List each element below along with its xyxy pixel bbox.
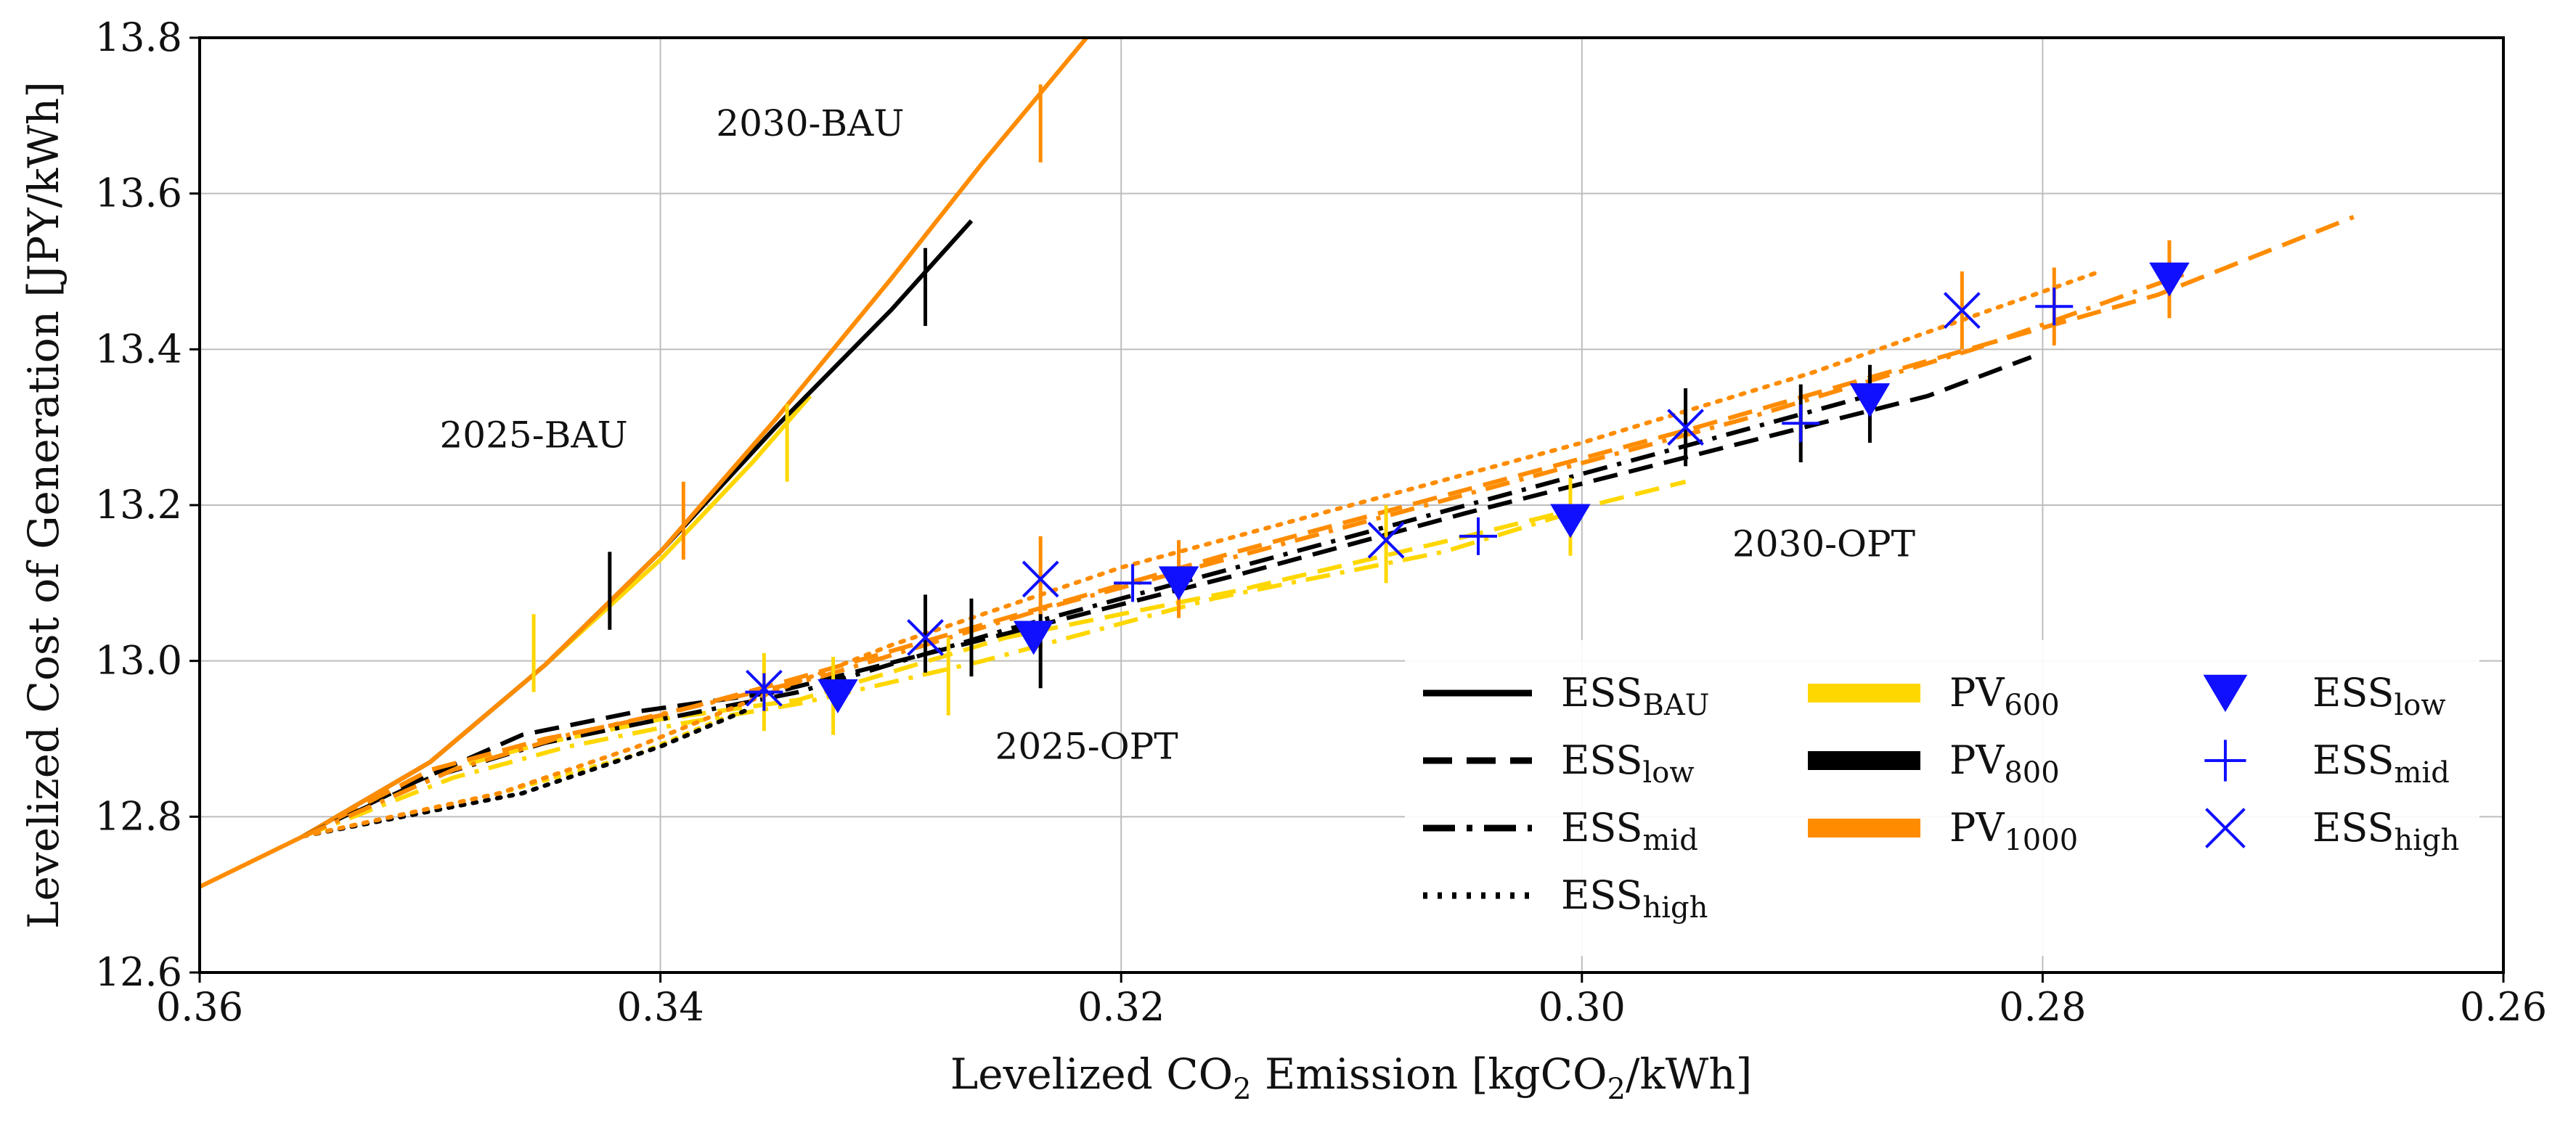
x-tick-label-2: 0.32 xyxy=(1077,984,1165,1030)
legend-label-marker-0: ESSlow xyxy=(2312,670,2446,722)
y-tick-label-3: 13.2 xyxy=(95,482,182,528)
marker-high-11 xyxy=(745,669,783,707)
legend-label-color-2: PV1000 xyxy=(1949,805,2078,857)
series-line-11 xyxy=(301,269,2103,839)
series-line-8 xyxy=(302,269,2193,838)
x-tick-label-1: 0.34 xyxy=(616,984,704,1030)
legend-label-line-3: ESShigh xyxy=(1561,872,1708,925)
marker-high-11-b xyxy=(745,669,783,707)
series-line-6 xyxy=(302,510,1571,838)
legend-label-color-0: PV600 xyxy=(1949,670,2060,722)
legend-label-line-2: ESSmid xyxy=(1561,805,1698,857)
marker-high-15-b xyxy=(1667,409,1704,446)
x-tick-label-0: 0.36 xyxy=(156,984,243,1030)
marker-high-16-b xyxy=(1943,292,1981,329)
legend-marker-1 xyxy=(2204,740,2246,782)
y-tick-label-0: 12.6 xyxy=(95,949,182,995)
legend-marker-0 xyxy=(2203,674,2248,713)
y-tick-label-5: 13.6 xyxy=(95,171,182,216)
series-line-2 xyxy=(198,36,1088,889)
marker-high-16 xyxy=(1943,292,1981,329)
legend-label-marker-2: ESShigh xyxy=(2312,805,2459,857)
legend-marker-2-b xyxy=(2205,808,2246,848)
y-tick-label-2: 13.0 xyxy=(95,638,182,684)
legend-marker-2 xyxy=(2205,808,2246,848)
annotation-0: 2030-BAU xyxy=(716,102,904,144)
legend-box xyxy=(1405,640,2479,956)
marker-low-5 xyxy=(2149,262,2190,297)
marker-mid-8 xyxy=(1459,517,1498,555)
marker-mid-7 xyxy=(1114,564,1152,602)
x-tick-label-4: 0.28 xyxy=(1999,984,2086,1030)
y-axis-label: Levelized Cost of Generation [JPY/kWh] xyxy=(19,81,68,929)
legend-label-color-1: PV800 xyxy=(1949,737,2060,790)
marker-low-2 xyxy=(1158,566,1199,601)
marker-low-1 xyxy=(1013,621,1054,655)
legend-label-line-1: ESSlow xyxy=(1561,737,1695,790)
legend-label-line-0: ESSBAU xyxy=(1561,670,1709,722)
marker-low-4 xyxy=(1849,383,1891,418)
y-tick-label-6: 13.8 xyxy=(95,15,182,60)
marker-high-14-b xyxy=(1367,521,1405,559)
marker-high-12 xyxy=(907,619,944,656)
annotations: 2030-BAU 2025-BAU 2030-OPT 2025-OPT xyxy=(440,102,1916,768)
x-tick-label-5: 0.26 xyxy=(2460,984,2547,1030)
x-axis-label: Levelized CO2 Emission [kgCO2/kWh] xyxy=(950,1049,1753,1106)
x-tick-label-3: 0.30 xyxy=(1538,984,1626,1030)
marker-mid-10 xyxy=(2035,287,2074,326)
annotation-2: 2030-OPT xyxy=(1732,523,1915,565)
axis-ticks: 0.36 0.34 0.32 0.30 0.28 0.26 12.6 12.8 13.0 13.2… xyxy=(95,15,2547,1030)
marker-high-12-b xyxy=(907,619,944,656)
y-tick-label-4: 13.4 xyxy=(95,326,182,372)
marker-mid-6 xyxy=(745,673,783,711)
series-lines xyxy=(198,36,2355,889)
series-line-5 xyxy=(302,215,2355,838)
y-tick-label-1: 12.8 xyxy=(95,793,182,839)
series-line-4 xyxy=(302,355,2032,838)
marker-low-3 xyxy=(1550,504,1591,539)
marker-high-15 xyxy=(1667,409,1704,446)
series-line-3 xyxy=(302,479,1687,838)
legend-label-marker-1: ESSmid xyxy=(2312,737,2450,790)
marker-high-14 xyxy=(1367,521,1405,559)
marker-low-0 xyxy=(818,679,858,713)
marker-mid-9 xyxy=(1782,404,1820,443)
markers xyxy=(745,262,2190,713)
marker-high-13 xyxy=(1022,560,1059,598)
annotation-3: 2025-OPT xyxy=(995,726,1178,768)
legend: ESSBAU ESSlow ESSmid ESShigh PV600 PV800 PV100… xyxy=(1405,640,2479,956)
series-line-10 xyxy=(301,705,755,839)
marker-high-13-b xyxy=(1022,560,1059,598)
annotation-1: 2025-BAU xyxy=(440,414,628,456)
